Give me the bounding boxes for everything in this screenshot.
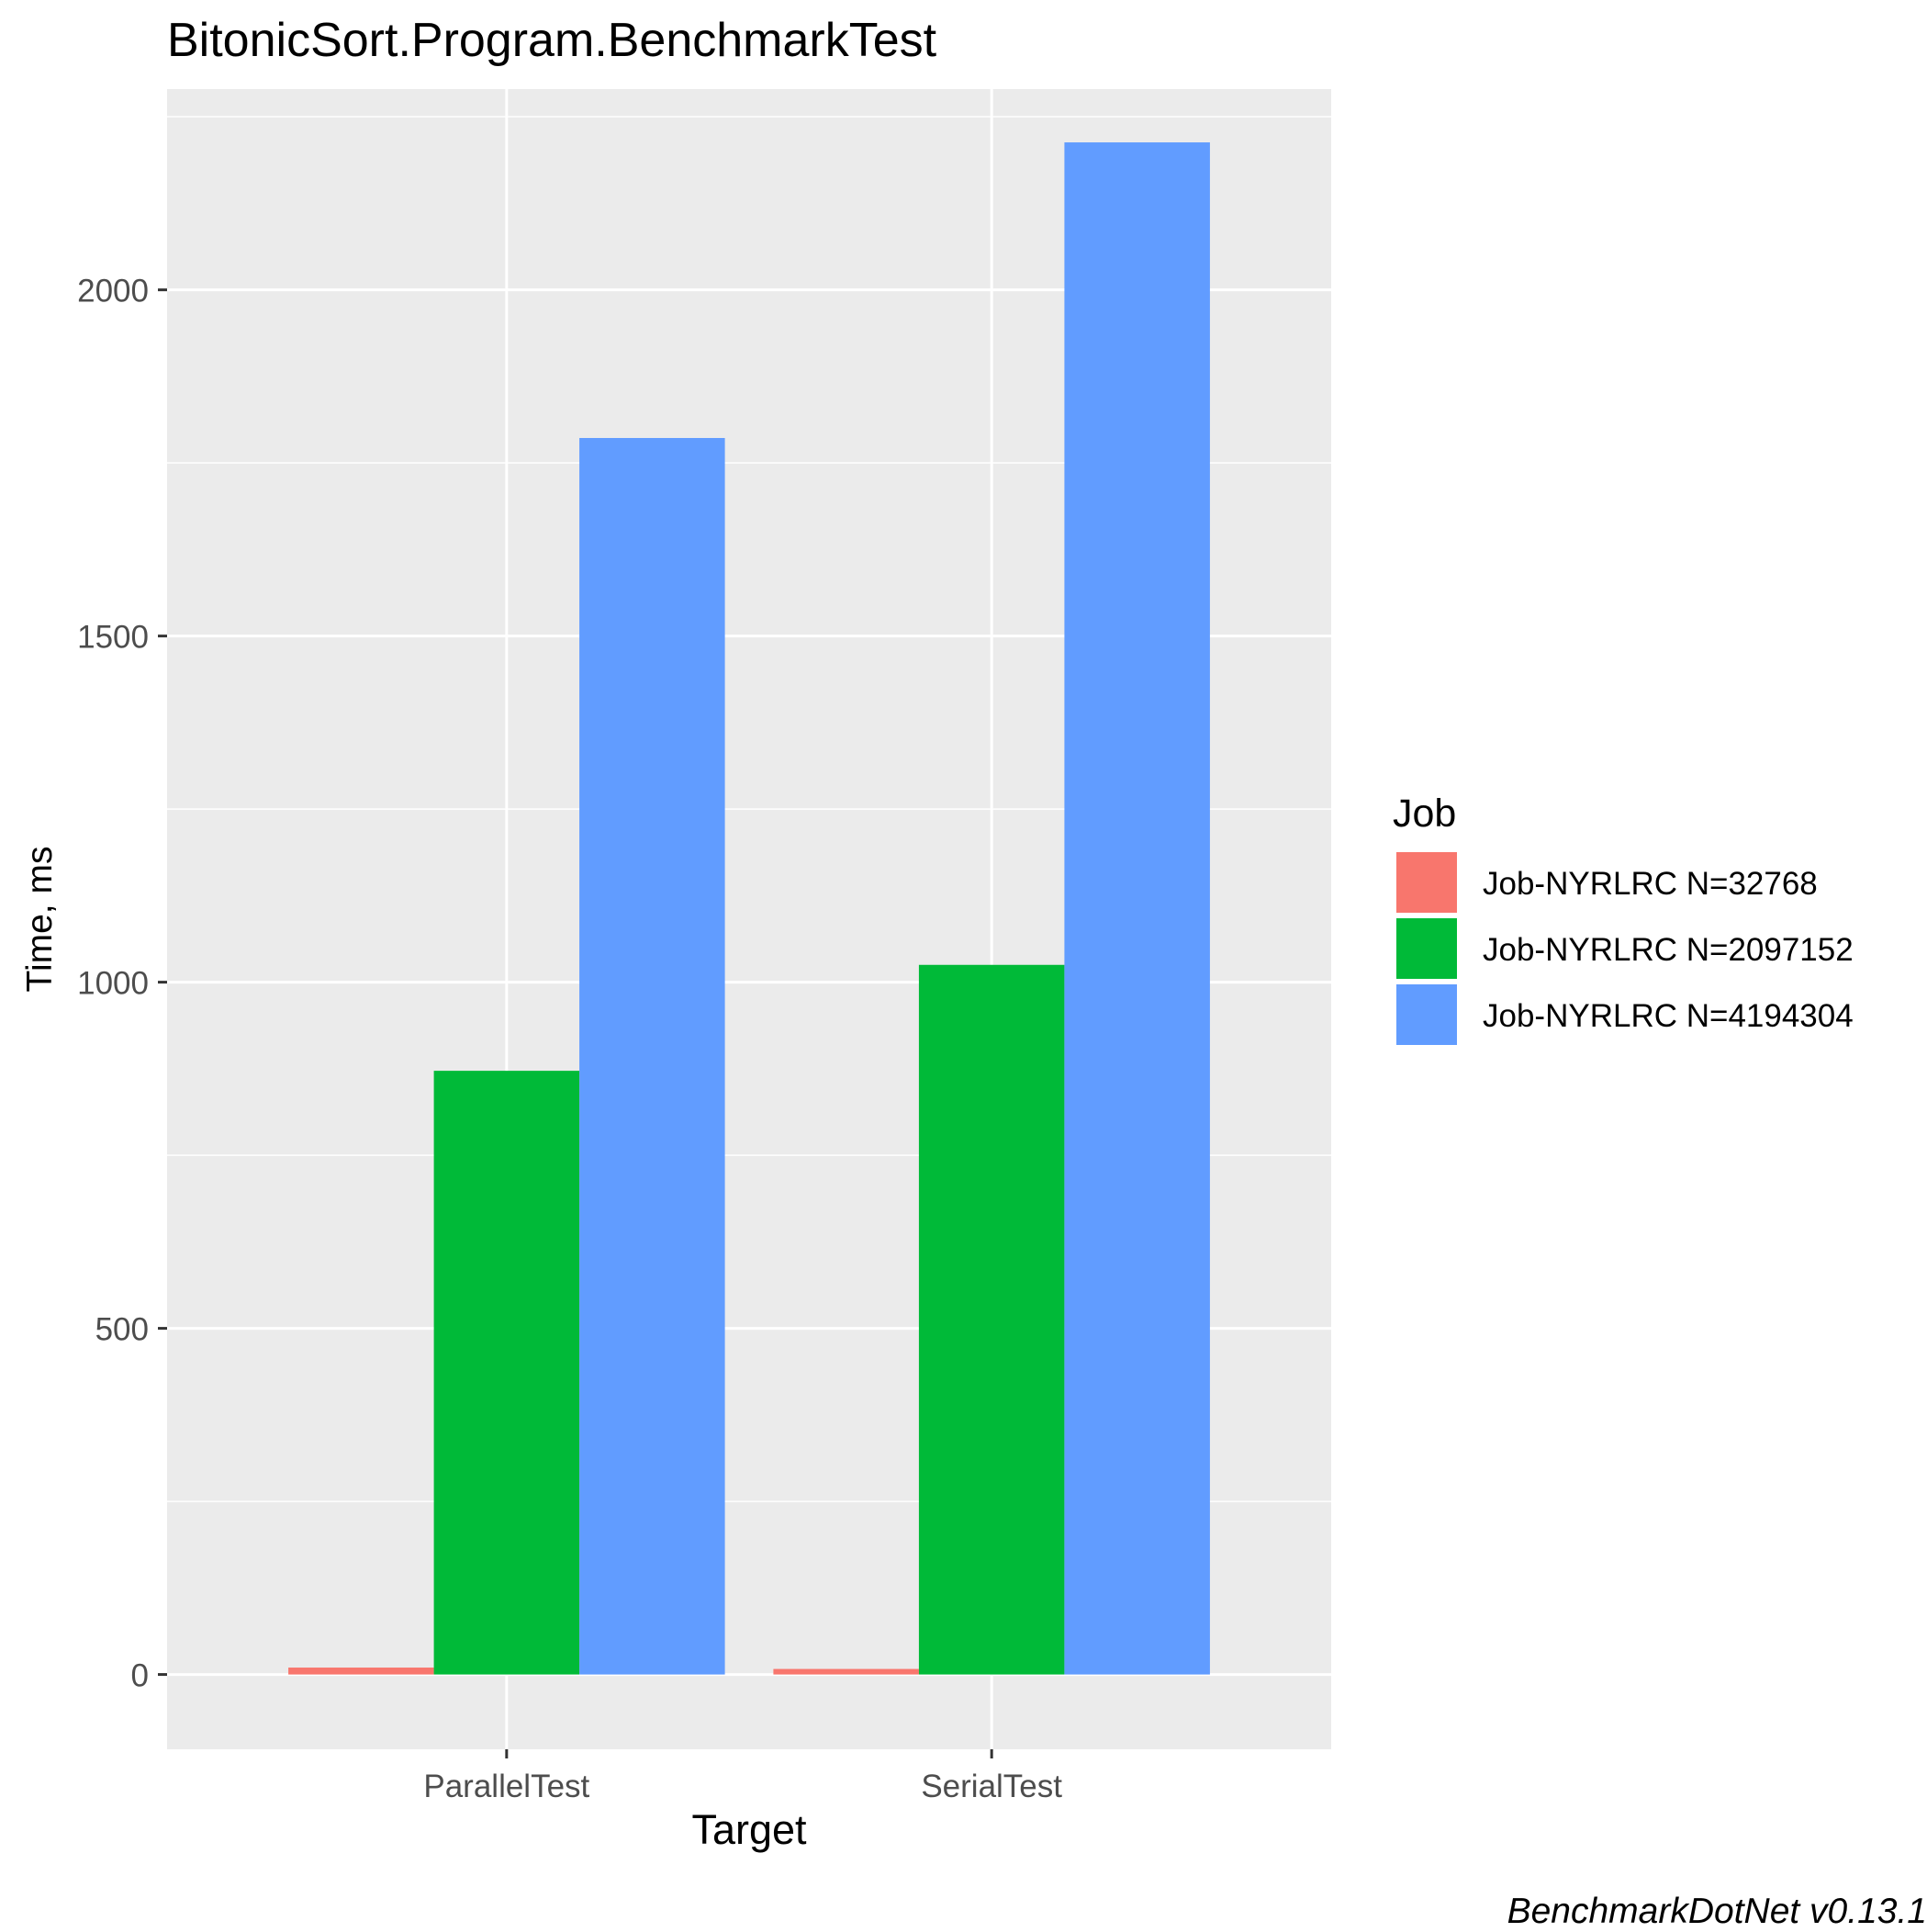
y-tick-label: 1000 bbox=[77, 966, 149, 1002]
y-axis-label: Time, ms bbox=[20, 847, 60, 993]
legend-label: Job-NYRLRC N=32768 bbox=[1483, 866, 1818, 902]
bar bbox=[433, 1071, 580, 1675]
bar bbox=[918, 964, 1065, 1675]
y-tick-label: 1500 bbox=[77, 620, 149, 656]
bar bbox=[773, 1668, 919, 1675]
y-tick-label: 2000 bbox=[77, 274, 149, 309]
legend-label: Job-NYRLRC N=4194304 bbox=[1483, 998, 1854, 1034]
chart-title: BitonicSort.Program.BenchmarkTest bbox=[167, 14, 937, 67]
legend-key bbox=[1395, 916, 1459, 981]
bar bbox=[288, 1668, 434, 1675]
bar bbox=[579, 437, 725, 1675]
caption: BenchmarkDotNet v0.13.1 bbox=[1507, 1892, 1927, 1931]
axes: 0 500 1000 1500 2000 ParallelTest SerialTest bbox=[77, 274, 1062, 1804]
x-tick-label: SerialTest bbox=[921, 1769, 1062, 1804]
legend-key bbox=[1395, 983, 1459, 1047]
x-axis-label: Target bbox=[691, 1806, 807, 1853]
y-tick-label: 0 bbox=[131, 1658, 149, 1694]
legend-title: Job bbox=[1393, 792, 1456, 836]
bar bbox=[1064, 142, 1210, 1675]
legend: Job Job-NYRLRC N=32768 Job-NYRLRC N=20971… bbox=[1393, 792, 1854, 1047]
y-tick-label: 500 bbox=[95, 1312, 149, 1348]
x-tick-label: ParallelTest bbox=[423, 1769, 589, 1804]
legend-label: Job-NYRLRC N=2097152 bbox=[1483, 932, 1854, 968]
legend-key bbox=[1395, 850, 1459, 915]
bars bbox=[288, 142, 1210, 1675]
